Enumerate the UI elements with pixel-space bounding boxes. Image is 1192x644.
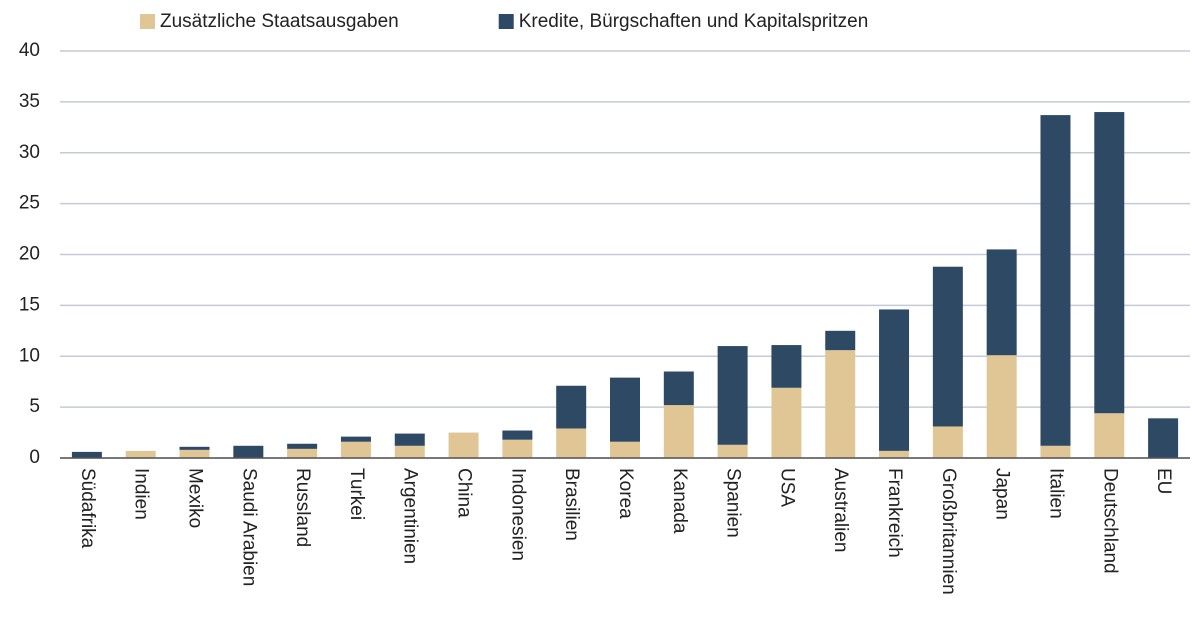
bar-segment xyxy=(287,448,318,458)
bar-segment xyxy=(986,249,1017,356)
bar-segment xyxy=(610,441,640,458)
bar-segment xyxy=(394,445,425,458)
x-tick-label: Turkei xyxy=(346,468,367,520)
y-tick-label: 0 xyxy=(29,447,40,468)
bar-segment xyxy=(556,428,587,458)
x-tick-label: Brasilien xyxy=(561,468,582,541)
x-tick-label: Indien xyxy=(131,468,152,520)
bar-segment xyxy=(663,405,694,458)
x-tick-label: USA xyxy=(776,468,797,507)
x-tick-label: Deutschland xyxy=(1099,468,1120,574)
legend-label: Kredite, Bürgschaften und Kapitalspritze… xyxy=(519,11,869,32)
bar-segment xyxy=(610,377,640,442)
x-tick-label: Südafrika xyxy=(77,468,98,549)
bar-segment xyxy=(448,432,479,458)
bar-segment xyxy=(986,355,1017,458)
x-tick-label: Japan xyxy=(992,468,1013,520)
bar-segment xyxy=(179,449,210,458)
bar-segment xyxy=(825,350,856,458)
x-tick-label: Frankreich xyxy=(884,468,905,558)
bar-segment xyxy=(1040,115,1071,446)
y-tick-label: 30 xyxy=(19,142,40,163)
bar-segment xyxy=(502,439,533,458)
bar-segment xyxy=(825,330,856,351)
x-tick-label: Korea xyxy=(615,468,636,519)
bar-segment xyxy=(663,371,694,406)
x-tick-label: Australien xyxy=(830,468,851,553)
bar-segment xyxy=(125,450,156,458)
y-tick-label: 15 xyxy=(19,294,40,315)
bar-segment xyxy=(771,387,802,458)
bar-segment xyxy=(179,446,210,450)
x-tick-label: Spanien xyxy=(723,468,744,538)
bar-segment xyxy=(394,433,425,446)
x-tick-label: Großbritannien xyxy=(938,468,959,595)
bar-segment xyxy=(879,450,910,458)
bar-segment xyxy=(1094,112,1125,414)
bar-segment xyxy=(1040,445,1071,458)
bar-segment xyxy=(1094,413,1125,458)
bar-segment xyxy=(717,346,748,445)
x-tick-label: Russland xyxy=(292,468,313,547)
x-tick-label: Argentinien xyxy=(400,468,421,564)
y-tick-label: 5 xyxy=(29,396,40,417)
y-tick-label: 10 xyxy=(19,345,40,366)
bar-segment xyxy=(1148,418,1179,458)
bar-segment xyxy=(71,451,102,458)
y-tick-label: 35 xyxy=(19,91,40,112)
y-tick-label: 40 xyxy=(19,40,40,61)
x-tick-label: EU xyxy=(1153,468,1174,494)
bar-segment xyxy=(717,444,748,458)
x-tick-label: Saudi Arabien xyxy=(238,468,259,586)
bar-segment xyxy=(932,266,963,427)
bar-segment xyxy=(879,309,910,451)
bar-segment xyxy=(233,445,264,458)
legend-swatch xyxy=(140,14,155,29)
bar-segment xyxy=(502,430,533,440)
x-tick-label: Italien xyxy=(1045,468,1066,519)
bar-segment xyxy=(287,443,318,449)
legend-label: Zusätzliche Staatsausgaben xyxy=(160,11,399,32)
bar-segment xyxy=(340,441,371,458)
x-tick-label: Mexiko xyxy=(185,468,206,528)
x-tick-label: China xyxy=(454,468,475,518)
x-tick-label: Kanada xyxy=(669,468,690,534)
x-tick-label: Indonesien xyxy=(507,468,528,561)
y-tick-label: 25 xyxy=(19,193,40,214)
legend-swatch xyxy=(498,14,514,29)
bar-segment xyxy=(340,436,371,442)
bar-segment xyxy=(771,345,802,388)
bar-segment xyxy=(556,385,587,429)
bar-segment xyxy=(932,426,963,458)
y-tick-label: 20 xyxy=(19,244,40,265)
